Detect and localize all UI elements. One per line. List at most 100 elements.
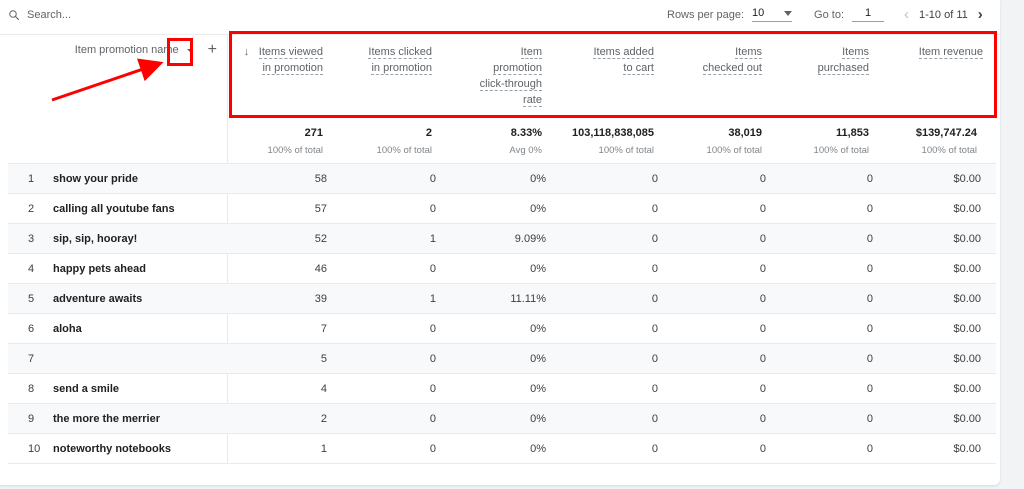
metric-cell: 1 [429,293,436,305]
metric-cell: 0 [651,413,658,425]
row-index: 1 [28,173,35,185]
promotion-name: calling all youtube fans [53,203,175,215]
metric-cell: 1 [429,233,436,245]
table-row[interactable]: 10 noteworthy notebooks 1 0 0% 0 0 0 $0.00 [8,434,996,464]
total-cell: 2 100% of total [376,127,432,156]
add-dimension-button[interactable]: + [207,41,217,58]
total-cell: $139,747.24 100% of total [915,127,977,156]
metric-cell: $0.00 [953,323,981,335]
metric-cell: 0% [530,353,546,365]
promotion-name: adventure awaits [53,293,143,305]
total-cell: 8.33% Avg 0% [509,127,542,156]
metric-cell: $0.00 [953,293,981,305]
table-row[interactable]: 7 5 0 0% 0 0 0 $0.00 [8,344,996,374]
metric-cell: 0 [429,443,436,455]
metric-cell: 0 [651,203,658,215]
metric-cell: 0 [866,293,873,305]
metric-cell: 0 [651,293,658,305]
table-row[interactable]: 5 adventure awaits 39 1 11.11% 0 0 0 $0.00 [8,284,996,314]
metric-cell: 0 [651,233,658,245]
metric-cell: 57 [314,203,327,215]
metric-cell: 46 [314,263,327,275]
rows-per-page-select[interactable]: 10 [752,7,793,22]
previous-page-icon[interactable]: ‹ [904,5,910,23]
metric-cell: 0 [651,383,658,395]
table-row[interactable]: 6 aloha 7 0 0% 0 0 0 $0.00 [8,314,996,344]
metric-cell: 0 [759,293,766,305]
metric-cell: 0% [530,203,546,215]
metric-cell: 0 [866,263,873,275]
table-toolbar: Rows per page: 10 Go to: ‹ 1-10 of 11 › [0,0,1000,35]
metric-cell: 39 [314,293,327,305]
metric-cell: 0 [651,173,658,185]
row-index: 6 [28,323,35,335]
column-header-checked-out[interactable]: Items checked out [702,46,762,75]
metric-cell: $0.00 [953,413,981,425]
total-cell: 271 100% of total [267,127,323,156]
metric-cell: 7 [320,323,327,335]
totals-row: 271 100% of total 2 100% of total 8.33% Avg… [228,126,1000,162]
rows-per-page-value: 10 [752,7,765,19]
metric-cell: 2 [320,413,327,425]
column-header-item-revenue[interactable]: Item revenue [918,46,983,59]
metric-cell: 0 [651,323,658,335]
total-cell: 103,118,838,085 100% of total [572,127,654,156]
column-header-items-viewed[interactable]: ↓ Items viewed in promotion [243,46,323,75]
page-range: 1-10 of 11 [919,8,968,21]
totals-divider [8,163,996,164]
next-page-icon[interactable]: › [977,5,983,23]
row-index: 8 [28,383,35,395]
dimension-dropdown-button[interactable] [184,44,196,56]
metric-cell: 0 [759,443,766,455]
promotion-name: the more the merrier [53,413,160,425]
metric-cell: 0 [429,173,436,185]
total-cell: 11,853 100% of total [813,127,869,156]
metric-cell: $0.00 [953,263,981,275]
metric-cell: 58 [314,173,327,185]
table-row[interactable]: 1 show your pride 58 0 0% 0 0 0 $0.00 [8,164,996,194]
metric-cell: 0 [429,413,436,425]
row-index: 2 [28,203,35,215]
table-row[interactable]: 2 calling all youtube fans 57 0 0% 0 0 0 $0.00 [8,194,996,224]
metric-cell: 0 [866,323,873,335]
table-row[interactable]: 9 the more the merrier 2 0 0% 0 0 0 $0.00 [8,404,996,434]
metric-cell: 0 [866,233,873,245]
metric-cell: $0.00 [953,173,981,185]
metric-cell: 0 [759,353,766,365]
metric-cell: $0.00 [953,443,981,455]
dimension-header: Item promotion name + [0,41,222,58]
metric-cell: 0 [866,383,873,395]
search-box[interactable] [8,9,227,21]
metric-cell: $0.00 [953,203,981,215]
metric-cell: 0 [429,263,436,275]
search-input[interactable] [27,9,227,21]
promotion-name: show your pride [53,173,138,185]
metric-cell: 0 [651,263,658,275]
table-row[interactable]: 3 sip, sip, hooray! 52 1 9.09% 0 0 0 $0.00 [8,224,996,254]
total-cell: 38,019 100% of total [706,127,762,156]
metric-cell: 5 [320,353,327,365]
dimension-header-label[interactable]: Item promotion name [74,44,179,56]
table-row[interactable]: 4 happy pets ahead 46 0 0% 0 0 0 $0.00 [8,254,996,284]
column-header-added-to-cart[interactable]: Items added to cart [593,46,654,75]
metric-cell: 4 [320,383,327,395]
column-header-items-clicked[interactable]: Items clicked in promotion [368,46,432,75]
metric-cell: 0 [651,443,658,455]
promotion-name: noteworthy notebooks [53,443,171,455]
metric-cell: 0 [866,173,873,185]
table-row[interactable]: 8 send a smile 4 0 0% 0 0 0 $0.00 [8,374,996,404]
metric-cell: 0% [530,323,546,335]
row-index: 10 [28,443,41,455]
goto-page-input[interactable] [852,7,885,22]
column-header-ctr[interactable]: Item promotion click-through rate [479,46,542,107]
search-icon [9,10,20,21]
metric-cell: 0 [429,353,436,365]
promotion-name: sip, sip, hooray! [53,233,138,245]
row-index: 5 [28,293,35,305]
metric-cell: $0.00 [953,233,981,245]
column-header-purchased[interactable]: Items purchased [817,46,869,75]
metric-cell: 0% [530,413,546,425]
table-body: 1 show your pride 58 0 0% 0 0 0 $0.00 2 calling al… [8,164,996,464]
metric-cell: 0% [530,443,546,455]
metric-cell: 0 [866,353,873,365]
